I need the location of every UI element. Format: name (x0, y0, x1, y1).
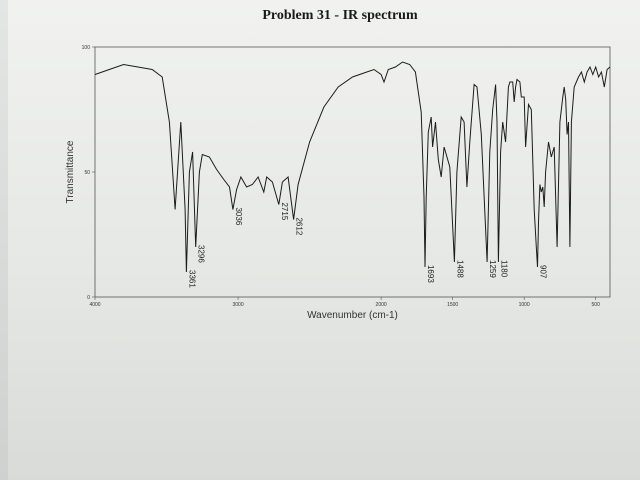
y-tick-label: 100 (82, 45, 91, 51)
y-tick-label: 50 (84, 170, 90, 176)
peak-label: 2715 (280, 203, 289, 221)
x-tick-label: 3000 (232, 302, 243, 308)
x-tick-label: 2000 (376, 302, 387, 308)
y-tick-label: 0 (87, 295, 90, 301)
y-axis-title: Transmittance (65, 140, 76, 203)
peak-label: 1259 (488, 260, 497, 278)
spectrum-page (8, 0, 640, 480)
peak-label: 907 (538, 265, 547, 279)
x-axis-title: Wavenumber (cm-1) (307, 310, 398, 321)
chart-title: Problem 31 - IR spectrum (262, 8, 418, 23)
x-tick-label: 4000 (89, 302, 100, 308)
x-tick-label: 1000 (519, 302, 530, 308)
x-axis-ticks: 4000 3000 2000 1500 1000 500 (89, 297, 600, 308)
peak-label: 3361 (187, 270, 196, 288)
peak-label: 1180 (499, 260, 508, 278)
spectrum-line (94, 61, 611, 273)
x-tick-label: 1500 (447, 302, 458, 308)
peak-label: 1488 (455, 260, 464, 278)
peak-label: 2612 (295, 218, 304, 236)
peak-label: 1693 (426, 265, 435, 283)
peak-label: 3036 (234, 208, 243, 226)
peak-label: 3296 (197, 245, 206, 263)
y-axis-ticks: 0 50 100 (82, 45, 95, 301)
x-tick-label: 500 (592, 302, 601, 308)
